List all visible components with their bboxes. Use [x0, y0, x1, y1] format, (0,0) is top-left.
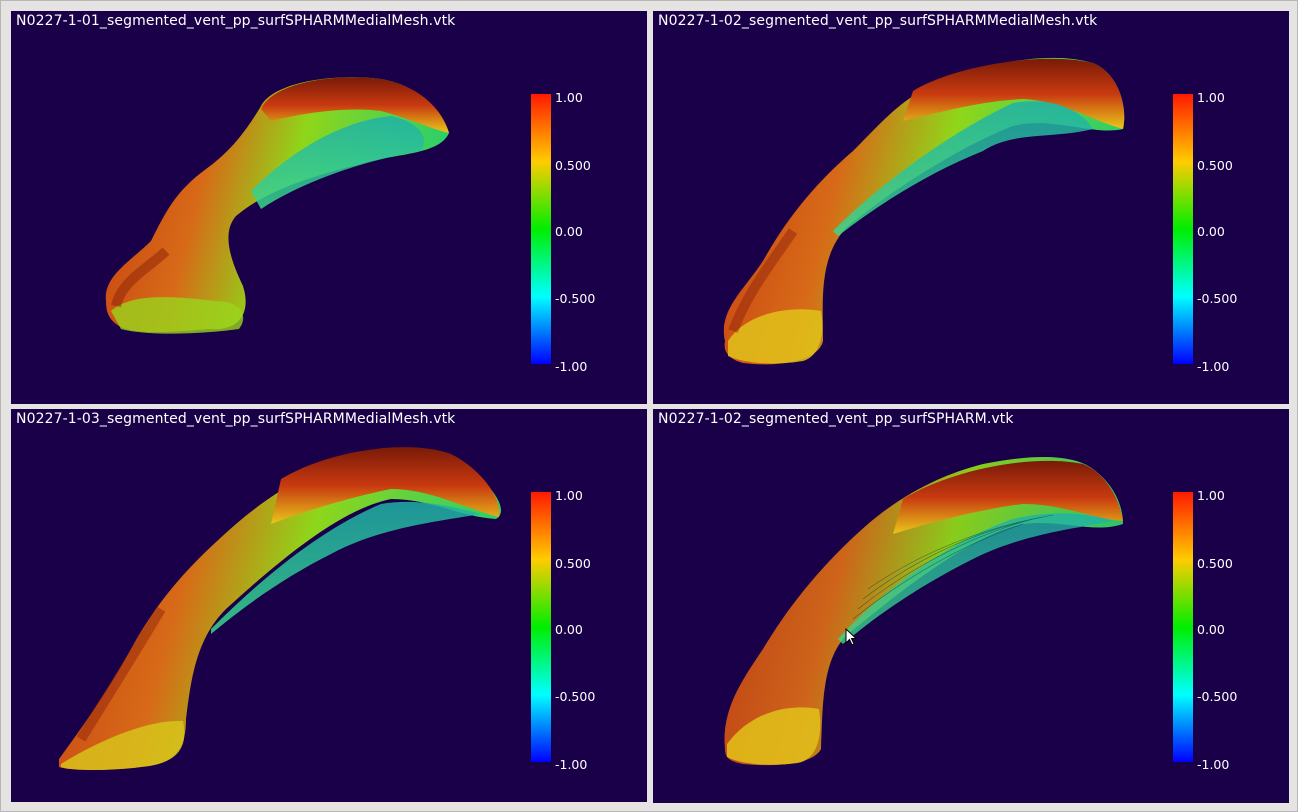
color-bar-label-mid: 0.00 — [1197, 224, 1225, 239]
view-title: N0227-1-03_segmented_vent_pp_surfSPHARMM… — [16, 411, 456, 427]
color-bar-label-high: 0.500 — [1197, 556, 1233, 571]
color-bar-label-min: -1.00 — [1197, 359, 1230, 374]
color-bar-label-mid: 0.00 — [555, 622, 583, 637]
render-view-1[interactable]: N0227-1-01_segmented_vent_pp_surfSPHARMM… — [11, 11, 647, 404]
color-bar-label-max: 1.00 — [1197, 90, 1225, 105]
color-bar-label-min: -1.00 — [555, 359, 588, 374]
color-bar-label-max: 1.00 — [555, 90, 583, 105]
color-bar — [1173, 94, 1193, 364]
view-title: N0227-1-02_segmented_vent_pp_surfSPHARMM… — [658, 13, 1098, 29]
render-view-3[interactable]: N0227-1-03_segmented_vent_pp_surfSPHARMM… — [11, 409, 647, 802]
color-bar-label-max: 1.00 — [1197, 488, 1225, 503]
color-bar-label-mid: 0.00 — [1197, 622, 1225, 637]
color-bar-label-mid: 0.00 — [555, 224, 583, 239]
color-bar-label-max: 1.00 — [555, 488, 583, 503]
ventricle-mesh — [105, 77, 450, 334]
mouse-pointer-icon — [845, 628, 858, 646]
color-bar-label-low: -0.500 — [555, 689, 596, 704]
color-bar-label-min: -1.00 — [1197, 757, 1230, 772]
view-title: N0227-1-02_segmented_vent_pp_surfSPHARM.… — [658, 411, 1014, 427]
ventricle-mesh — [724, 457, 1123, 766]
color-bar — [531, 94, 551, 364]
color-bar-label-high: 0.500 — [1197, 158, 1233, 173]
color-bar-label-high: 0.500 — [555, 556, 591, 571]
color-bar — [531, 492, 551, 762]
ventricle-mesh — [59, 447, 501, 770]
render-view-2[interactable]: N0227-1-02_segmented_vent_pp_surfSPHARMM… — [653, 11, 1289, 404]
color-bar — [1173, 492, 1193, 762]
color-bar-label-low: -0.500 — [1197, 291, 1238, 306]
render-view-4[interactable]: N0227-1-02_segmented_vent_pp_surfSPHARM.… — [653, 409, 1289, 803]
color-bar-label-min: -1.00 — [555, 757, 588, 772]
color-bar-label-low: -0.500 — [1197, 689, 1238, 704]
view-title: N0227-1-01_segmented_vent_pp_surfSPHARMM… — [16, 13, 456, 29]
ventricle-mesh — [723, 57, 1125, 365]
color-bar-label-high: 0.500 — [555, 158, 591, 173]
color-bar-label-low: -0.500 — [555, 291, 596, 306]
